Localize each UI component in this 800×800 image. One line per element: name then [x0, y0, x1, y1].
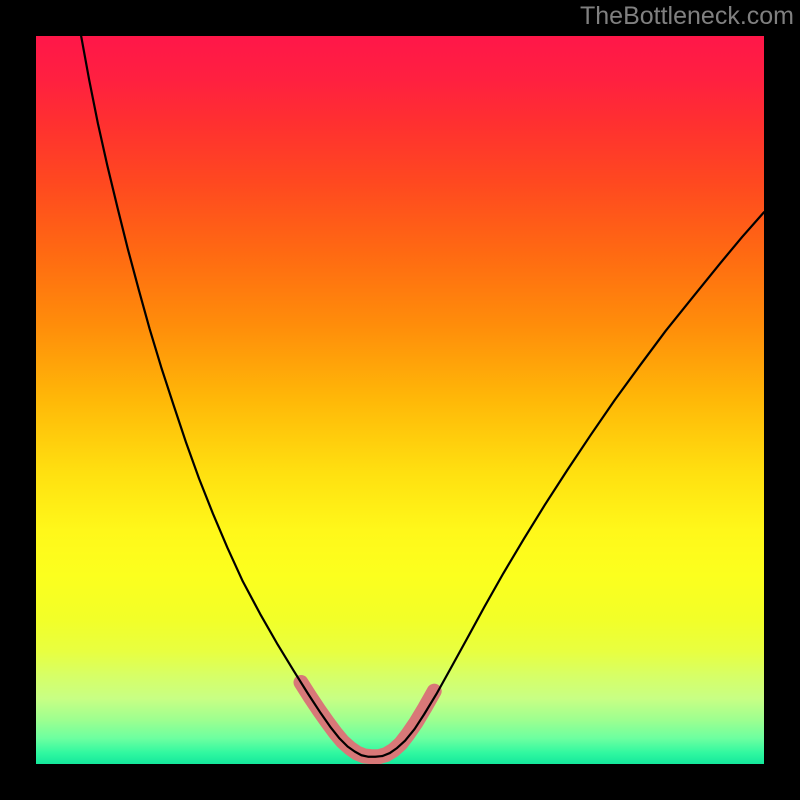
watermark-text: TheBottleneck.com [580, 2, 794, 31]
plot-area [36, 36, 764, 764]
chart-stage: TheBottleneck.com [0, 0, 800, 800]
gradient-background [36, 36, 764, 764]
chart-svg [36, 36, 764, 764]
